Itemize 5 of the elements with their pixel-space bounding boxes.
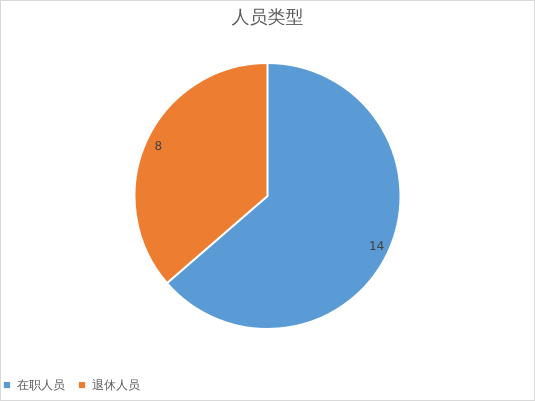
legend-label: 在职人员: [17, 378, 65, 392]
data-label: 8: [154, 139, 162, 154]
data-label: 14: [369, 238, 384, 253]
chart-title: 人员类型: [232, 7, 304, 28]
legend-label: 退休人员: [92, 378, 140, 392]
